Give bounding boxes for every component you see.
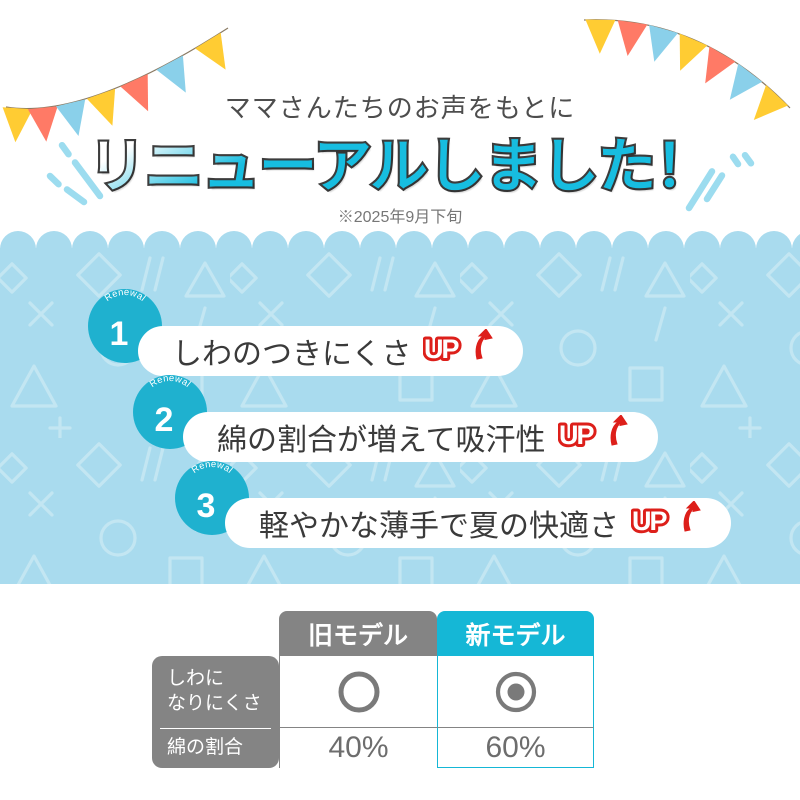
svg-text:UP: UP [424,334,459,364]
svg-text:UP: UP [632,506,667,536]
svg-text:Renewal: Renewal [148,375,193,390]
svg-text:Renewal: Renewal [190,461,235,476]
svg-text:UP: UP [559,420,594,450]
svg-text:Renewal: Renewal [103,289,148,304]
